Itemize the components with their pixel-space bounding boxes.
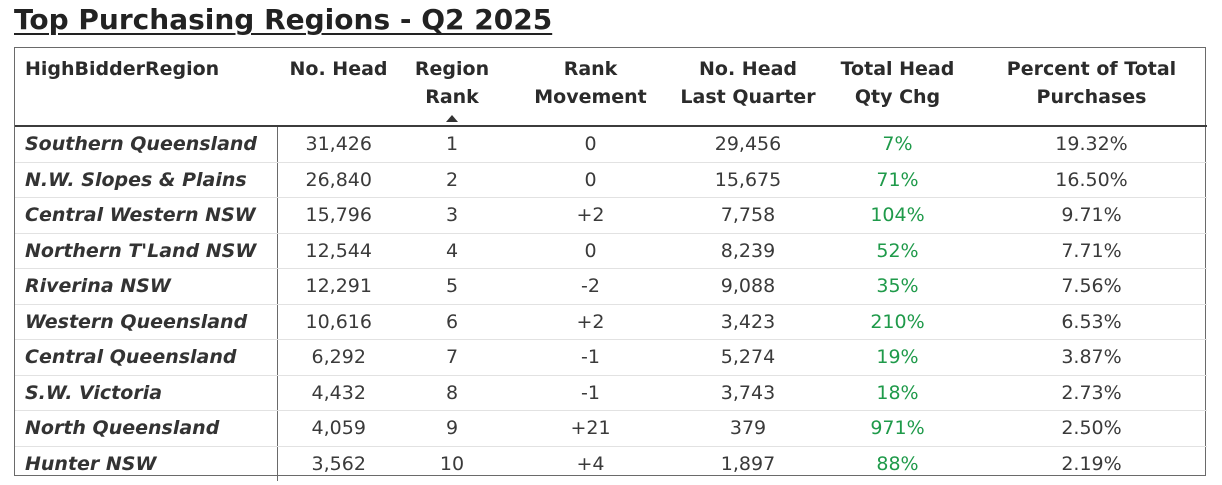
cell-no-head: 26,840 [277,162,400,198]
column-header-qty-chg[interactable]: Total Head Qty Chg [819,48,976,127]
cell-percent: 9.71% [976,197,1207,234]
cell-rank-movement: 0 [504,126,677,163]
purchasing-regions-table: HighBidderRegion No. Head Region Rank Ra… [14,47,1207,481]
cell-region: Central Queensland [15,339,278,376]
cell-qty-chg: 7% [819,126,976,163]
cell-rank-movement: +2 [504,304,677,340]
cell-no-head: 31,426 [277,126,400,163]
cell-rank-movement: 0 [504,162,677,198]
cell-region: Western Queensland [15,304,278,340]
cell-region-rank: 5 [400,268,504,305]
table-row: Central Queensland 6,292 7 -1 5,274 19% … [15,339,1207,376]
table-row: Western Queensland 10,616 6 +2 3,423 210… [15,304,1207,340]
cell-last-quarter: 3,423 [677,304,819,340]
data-table: HighBidderRegion No. Head Region Rank Ra… [15,48,1207,481]
cell-qty-chg: 104% [819,197,976,234]
cell-last-quarter: 3,743 [677,375,819,411]
header-row: HighBidderRegion No. Head Region Rank Ra… [15,48,1207,127]
cell-last-quarter: 7,758 [677,197,819,234]
cell-rank-movement: -1 [504,375,677,411]
table-row: Hunter NSW 3,562 10 +4 1,897 88% 2.19% [15,446,1207,481]
cell-qty-chg: 18% [819,375,976,411]
table-row: N.W. Slopes & Plains 26,840 2 0 15,675 7… [15,162,1207,198]
page-title: Top Purchasing Regions - Q2 2025 [14,3,553,36]
column-header-last-quarter[interactable]: No. Head Last Quarter [677,48,819,127]
cell-no-head: 6,292 [277,339,400,376]
cell-rank-movement: 0 [504,233,677,269]
column-header-percent-of-total[interactable]: Percent of Total Purchases [976,48,1207,127]
column-header-region-rank[interactable]: Region Rank [400,48,504,127]
cell-region: Riverina NSW [15,268,278,305]
cell-qty-chg: 210% [819,304,976,340]
cell-last-quarter: 379 [677,410,819,447]
cell-no-head: 12,544 [277,233,400,269]
cell-no-head: 10,616 [277,304,400,340]
table-row: Central Western NSW 15,796 3 +2 7,758 10… [15,197,1207,234]
cell-region: S.W. Victoria [15,375,278,411]
cell-region-rank: 9 [400,410,504,447]
cell-qty-chg: 35% [819,268,976,305]
cell-last-quarter: 9,088 [677,268,819,305]
cell-rank-movement: +4 [576,452,605,475]
cell-region-rank: 4 [400,233,504,269]
cell-last-quarter: 29,456 [677,126,819,163]
sort-ascending-icon[interactable] [446,115,458,122]
cell-qty-chg: 971% [819,410,976,447]
table-row: Northern T'Land NSW 12,544 4 0 8,239 52%… [15,233,1207,269]
table-row: S.W. Victoria 4,432 8 -1 3,743 18% 2.73% [15,375,1207,411]
cell-region-rank: 8 [400,375,504,411]
cell-percent: 7.56% [976,268,1207,305]
cell-percent: 2.73% [976,375,1207,411]
cell-percent: 2.50% [976,410,1207,447]
column-header-no-head[interactable]: No. Head [277,48,400,127]
cell-percent: 7.71% [976,233,1207,269]
table-row: Riverina NSW 12,291 5 -2 9,088 35% 7.56% [15,268,1207,305]
cell-qty-chg: 88% [876,452,919,475]
cell-region: Southern Queensland [15,126,278,163]
cell-region: North Queensland [15,410,278,447]
cell-qty-chg: 19% [819,339,976,376]
cell-region-rank: 1 [400,126,504,163]
cell-region-rank: 6 [400,304,504,340]
cell-last-quarter: 8,239 [677,233,819,269]
cell-percent: 3.87% [976,339,1207,376]
cell-qty-chg: 71% [819,162,976,198]
cell-last-quarter: 5,274 [677,339,819,376]
cell-qty-chg: 52% [819,233,976,269]
cell-no-head: 3,562 [311,452,366,475]
cell-percent: 6.53% [976,304,1207,340]
cell-region: N.W. Slopes & Plains [15,162,278,198]
cell-region-rank: 10 [439,452,465,475]
table-row: Southern Queensland 31,426 1 0 29,456 7%… [15,126,1207,163]
cell-rank-movement: -1 [504,339,677,376]
cell-region: Hunter NSW [15,446,278,481]
cell-rank-movement: +2 [504,197,677,234]
cell-percent: 19.32% [976,126,1207,163]
table-row: North Queensland 4,059 9 +21 379 971% 2.… [15,410,1207,447]
cell-no-head: 12,291 [277,268,400,305]
cell-no-head: 15,796 [277,197,400,234]
cell-region: Central Western NSW [15,197,278,234]
cell-last-quarter: 15,675 [677,162,819,198]
cell-no-head: 4,059 [277,410,400,447]
cell-region-rank: 7 [400,339,504,376]
cell-last-quarter: 1,897 [720,452,776,475]
column-header-region[interactable]: HighBidderRegion [15,48,277,127]
cell-rank-movement: -2 [504,268,677,305]
column-header-rank-movement[interactable]: Rank Movement [504,48,677,127]
cell-no-head: 4,432 [277,375,400,411]
cell-region-rank: 3 [400,197,504,234]
cell-region-rank: 2 [400,162,504,198]
cell-percent: 16.50% [976,162,1207,198]
cell-percent: 2.19% [1061,452,1122,475]
cell-region: Northern T'Land NSW [15,233,278,269]
cell-rank-movement: +21 [504,410,677,447]
